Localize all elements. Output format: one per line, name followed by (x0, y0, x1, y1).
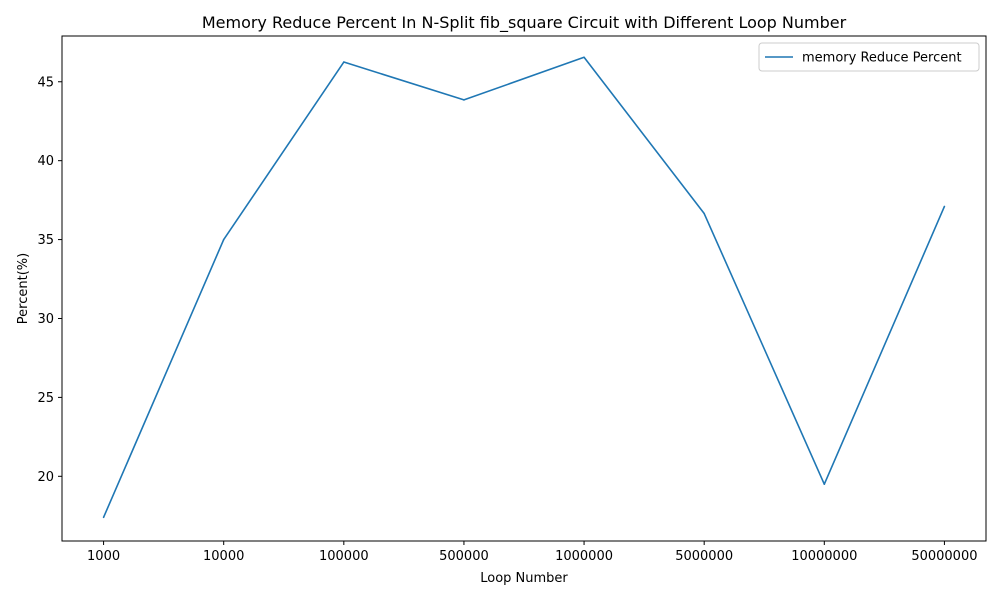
x-axis-label: Loop Number (480, 571, 568, 586)
legend-box (758, 42, 980, 72)
plot-area (61, 35, 987, 542)
data-point (222, 238, 225, 241)
y-tick-label: 35 (37, 233, 54, 248)
y-tick-label: 45 (37, 75, 54, 90)
x-tick-label: 1000000 (555, 549, 613, 564)
data-point (943, 205, 946, 208)
data-point (703, 212, 705, 215)
x-tick-label: 50000000 (911, 549, 977, 564)
plot-frame (61, 35, 987, 542)
x-axis: 1000 10000 100000 500000 1000000 5000000 10000… (87, 541, 978, 564)
y-tick-label: 40 (37, 154, 54, 169)
y-tick-label: 30 (37, 312, 54, 327)
data-point (463, 99, 465, 101)
x-tick-label: 100000 (319, 549, 369, 564)
y-tick-label: 25 (37, 391, 54, 406)
x-tick-label: 10000 (203, 549, 244, 564)
y-tick-label: 20 (37, 470, 54, 485)
data-point (583, 56, 585, 59)
chart-title: Memory Reduce Percent In N-Split fib_squ… (202, 13, 847, 33)
legend: memory Reduce Percent (758, 42, 980, 72)
x-tick-label: 500000 (439, 549, 489, 564)
series-layer (102, 56, 946, 519)
data-point (823, 483, 826, 485)
series-line (102, 56, 946, 518)
legend-entry-label: memory Reduce Percent (802, 51, 962, 66)
x-tick-label: 1000 (87, 549, 120, 564)
data-point (102, 516, 105, 519)
data-point (343, 61, 345, 63)
y-axis: 20 25 30 35 40 45 (37, 75, 62, 485)
y-axis-label: Percent(%) (16, 253, 31, 324)
x-tick-label: 5000000 (675, 549, 733, 564)
x-tick-label: 10000000 (791, 549, 857, 564)
